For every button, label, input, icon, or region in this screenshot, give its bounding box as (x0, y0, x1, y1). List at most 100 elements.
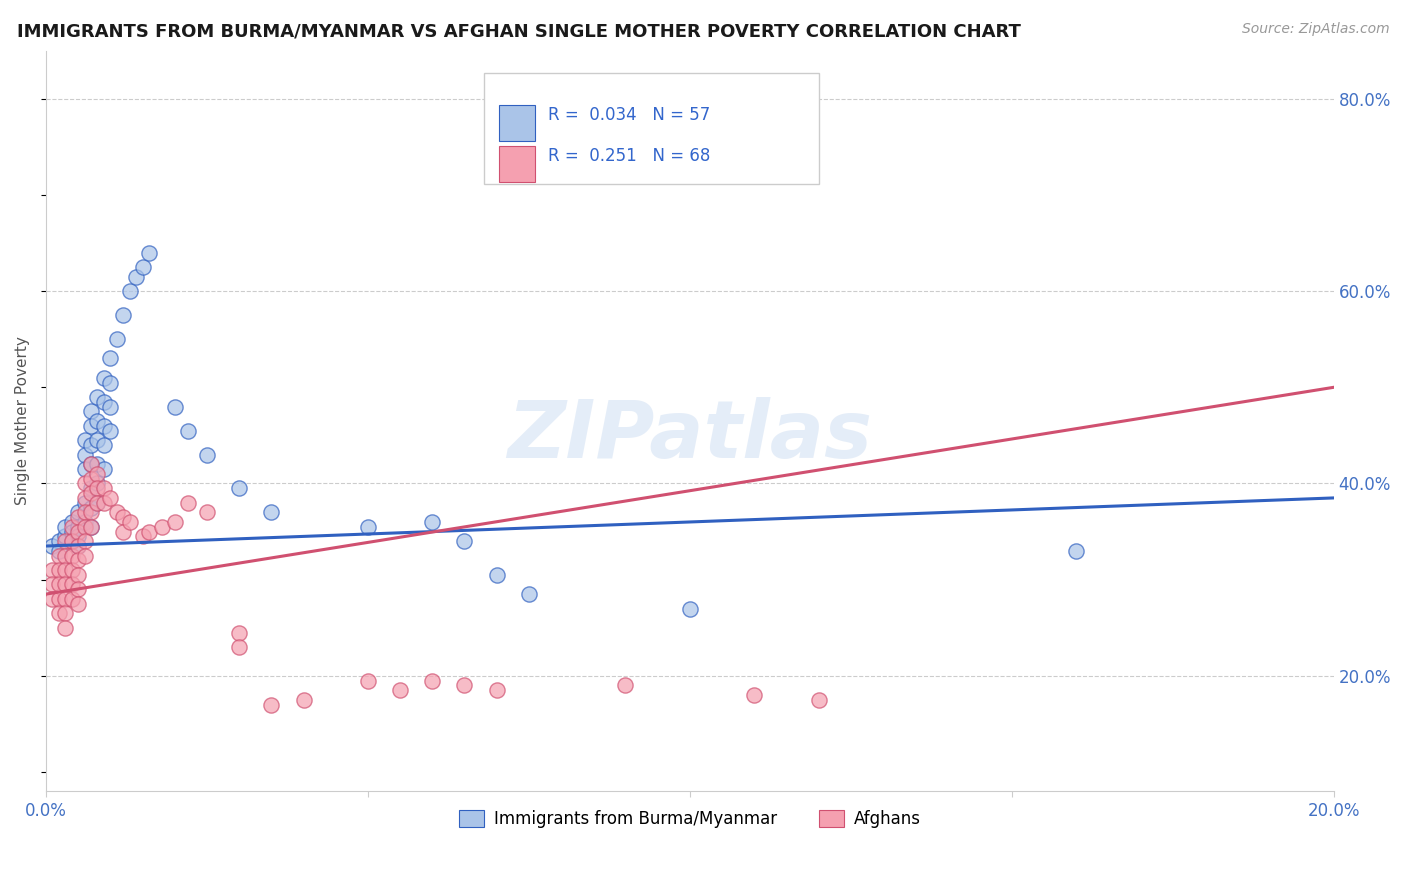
Point (73, 448, 96, 462)
Point (60, 524, 83, 539)
Text: ZIPatlas: ZIPatlas (508, 397, 872, 475)
Point (357, 673, 380, 688)
Point (86, 496, 108, 510)
Point (48, 534, 70, 549)
Point (86, 434, 108, 448)
Point (105, 332, 128, 346)
Point (80, 418, 103, 433)
Point (86, 476, 108, 491)
Point (453, 534, 475, 549)
Point (105, 505, 128, 519)
FancyBboxPatch shape (484, 73, 818, 184)
Point (67, 520, 90, 534)
Point (292, 693, 315, 707)
Point (53, 549, 76, 563)
Point (163, 515, 186, 529)
Point (53, 607, 76, 621)
Point (60, 515, 83, 529)
Point (73, 462, 96, 476)
Point (41, 539, 63, 553)
Text: R =  0.034   N = 57: R = 0.034 N = 57 (548, 106, 710, 124)
Point (138, 245, 160, 260)
Point (260, 698, 283, 712)
Point (389, 683, 412, 698)
Point (60, 591, 83, 606)
Point (176, 424, 198, 438)
Point (614, 678, 637, 692)
Point (80, 457, 103, 471)
Point (357, 520, 380, 534)
Point (98, 351, 121, 366)
Point (73, 549, 96, 563)
Point (118, 515, 141, 529)
Point (60, 534, 83, 549)
Point (807, 693, 830, 707)
Y-axis label: Single Mother Poverty: Single Mother Poverty (15, 336, 30, 506)
Point (48, 563, 70, 577)
Point (260, 505, 283, 519)
Point (131, 260, 153, 274)
Point (131, 529, 153, 543)
Point (73, 520, 96, 534)
Point (80, 486, 103, 500)
Point (67, 539, 90, 553)
Point (485, 683, 508, 698)
Point (420, 673, 443, 688)
Point (86, 467, 108, 481)
Point (93, 438, 115, 452)
Point (195, 448, 218, 462)
Point (41, 577, 63, 591)
Point (93, 370, 115, 384)
Text: R =  0.251   N = 68: R = 0.251 N = 68 (548, 147, 710, 165)
Point (93, 394, 115, 409)
Point (48, 607, 70, 621)
Point (228, 481, 250, 495)
Point (73, 515, 96, 529)
Point (80, 438, 103, 452)
Point (48, 577, 70, 591)
Point (53, 621, 76, 635)
Point (138, 524, 160, 539)
Point (67, 510, 90, 524)
Point (80, 520, 103, 534)
Point (742, 688, 765, 702)
Point (73, 505, 96, 519)
Point (150, 520, 173, 534)
Point (73, 496, 96, 510)
Legend: Immigrants from Burma/Myanmar, Afghans: Immigrants from Burma/Myanmar, Afghans (450, 801, 929, 837)
Point (80, 500, 103, 515)
Point (80, 457, 103, 471)
Point (73, 491, 96, 505)
Point (67, 539, 90, 553)
Point (93, 418, 115, 433)
Point (86, 496, 108, 510)
Point (53, 577, 76, 591)
Point (60, 520, 83, 534)
Point (93, 462, 115, 476)
Point (679, 601, 702, 615)
Point (517, 587, 540, 601)
Point (228, 625, 250, 640)
Point (73, 434, 96, 448)
Point (60, 563, 83, 577)
Point (80, 481, 103, 495)
Point (67, 524, 90, 539)
Text: IMMIGRANTS FROM BURMA/MYANMAR VS AFGHAN SINGLE MOTHER POVERTY CORRELATION CHART: IMMIGRANTS FROM BURMA/MYANMAR VS AFGHAN … (17, 22, 1021, 40)
Point (60, 549, 83, 563)
Point (86, 414, 108, 428)
Point (48, 544, 70, 558)
Point (53, 591, 76, 606)
Point (67, 597, 90, 611)
Point (73, 534, 96, 549)
Point (80, 520, 103, 534)
Point (60, 534, 83, 549)
Point (98, 424, 121, 438)
Bar (499, 105, 536, 141)
Point (67, 567, 90, 582)
Point (80, 472, 103, 486)
Point (67, 582, 90, 597)
Point (67, 529, 90, 543)
Point (53, 529, 76, 543)
Point (48, 591, 70, 606)
Point (41, 591, 63, 606)
